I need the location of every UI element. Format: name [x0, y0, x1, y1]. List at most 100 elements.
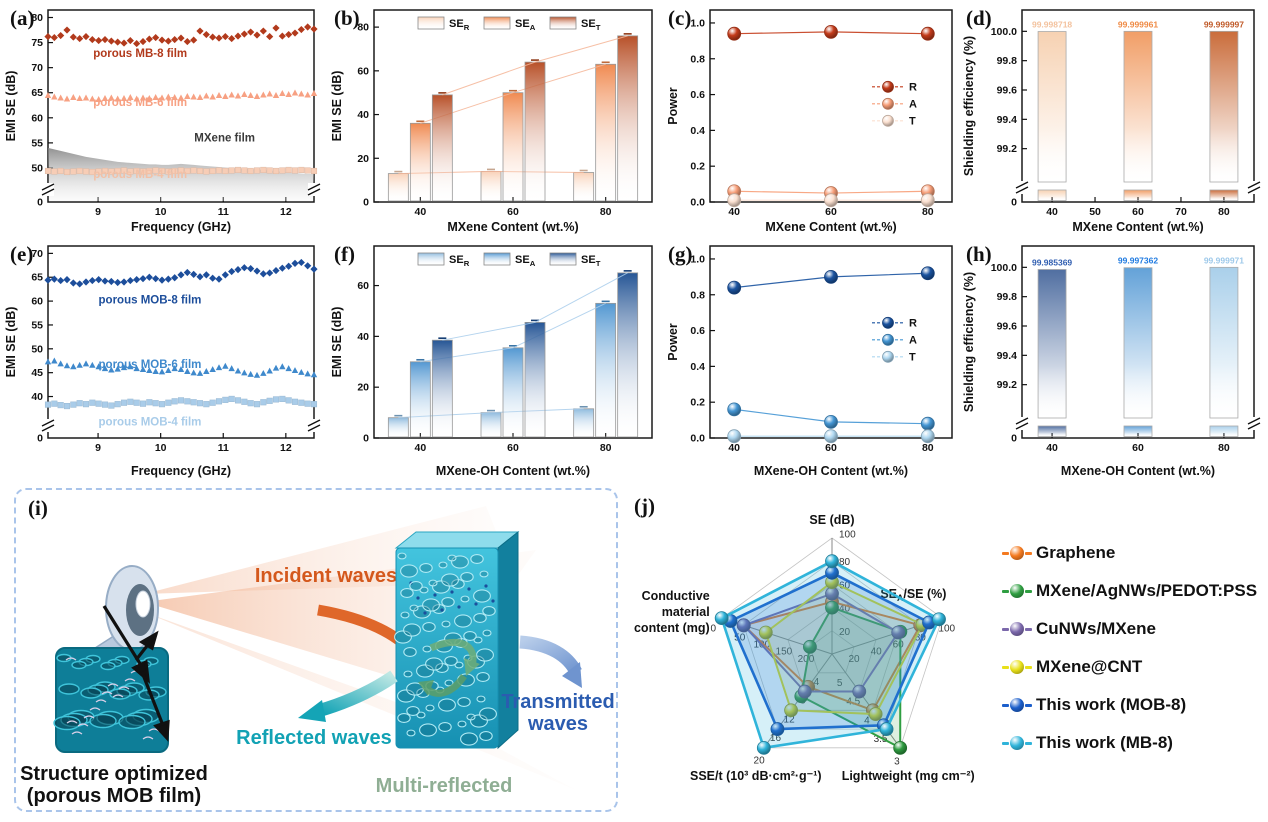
svg-text:99.999997: 99.999997: [1204, 19, 1244, 29]
svg-text:60: 60: [1132, 442, 1144, 454]
legend-label: MXene/AgNWs/PEDOT:PSS: [1036, 581, 1258, 600]
svg-text:9: 9: [95, 442, 101, 454]
svg-text:Conductive: Conductive: [642, 589, 710, 603]
svg-text:100: 100: [938, 624, 955, 635]
power-series-A: [727, 402, 935, 431]
svg-text:0.8: 0.8: [690, 53, 705, 65]
transmitted-waves-label-1: Transmitted: [501, 691, 614, 713]
svg-text:11: 11: [218, 206, 229, 218]
emi-se-frequency-chart-mb: Frequency (GHz) EMI SE (dB) 50 55 60 65 70 75 80…: [4, 9, 321, 234]
panel-label-b: (b): [334, 6, 360, 30]
svg-text:99.2: 99.2: [997, 143, 1018, 155]
svg-text:40: 40: [871, 647, 883, 658]
svg-text:porous MOB-6 film: porous MOB-6 film: [99, 359, 202, 371]
svg-text:MXene Content (wt.%): MXene Content (wt.%): [765, 220, 896, 234]
legend-item-5: This work (MB-8): [1002, 724, 1257, 762]
svg-text:0: 0: [363, 433, 369, 445]
svg-text:60: 60: [825, 206, 837, 218]
svg-text:R: R: [909, 81, 917, 93]
svg-text:A: A: [909, 334, 917, 346]
svg-text:40: 40: [839, 604, 851, 615]
panel-label-e: (e): [10, 242, 34, 266]
svg-text:0: 0: [710, 624, 716, 635]
inset-caption-1: Structure optimized: [20, 763, 208, 785]
svg-text:SET: SET: [581, 18, 601, 32]
svg-text:80: 80: [1218, 206, 1230, 218]
svg-text:Power: Power: [666, 87, 680, 125]
svg-text:99.6: 99.6: [997, 85, 1018, 97]
svg-text:0: 0: [1011, 433, 1017, 445]
svg-text:65: 65: [31, 87, 43, 99]
svg-text:4.5: 4.5: [846, 697, 860, 708]
svg-text:0.2: 0.2: [690, 161, 705, 173]
svg-text:40: 40: [414, 442, 426, 454]
legend-marker-icon: [1010, 584, 1024, 598]
svg-text:100.0: 100.0: [991, 262, 1017, 274]
transmitted-waves-label-2: waves: [527, 713, 588, 735]
emi-se-frequency-chart-mob: Frequency (GHz) EMI SE (dB) 40 45 50 55 60 65 70…: [4, 245, 321, 478]
series-porous-MB-8-film: [44, 23, 318, 48]
svg-text:99.6: 99.6: [997, 321, 1018, 333]
reflected-arrow: [298, 670, 398, 722]
svg-text:99.999971: 99.999971: [1204, 255, 1244, 265]
svg-text:80: 80: [922, 206, 934, 218]
svg-text:99.4: 99.4: [997, 114, 1018, 126]
svg-text:9: 9: [95, 206, 101, 218]
svg-text:4: 4: [814, 677, 820, 688]
svg-text:99.8: 99.8: [997, 55, 1018, 67]
bar-series-2: [431, 33, 639, 202]
svg-text:Frequency (GHz): Frequency (GHz): [131, 464, 231, 478]
legend-label: Graphene: [1036, 543, 1116, 562]
svg-text:0: 0: [363, 197, 369, 209]
svg-text:40: 40: [728, 206, 740, 218]
svg-text:EMI SE (dB): EMI SE (dB): [330, 307, 344, 378]
radar-series-MXene-CNT: [758, 575, 930, 721]
power-series-R: [727, 25, 935, 41]
svg-text:20: 20: [754, 756, 766, 767]
chart-panel-b: MXene Content (wt.%) EMI SE (dB) 0 20 40 60 80…: [328, 2, 662, 241]
svg-text:MXene film: MXene film: [194, 133, 255, 145]
svg-text:99.997362: 99.997362: [1118, 256, 1158, 266]
svg-text:0.6: 0.6: [690, 325, 705, 337]
svg-text:T: T: [909, 351, 916, 363]
legend-marker-icon: [1010, 660, 1024, 674]
svg-text:MXene Content (wt.%): MXene Content (wt.%): [447, 220, 578, 234]
svg-text:SER: SER: [449, 254, 470, 268]
legend-item-2: CuNWs/MXene: [1002, 610, 1257, 648]
power-series-T: [727, 193, 935, 208]
svg-text:0.0: 0.0: [690, 433, 705, 445]
svg-text:50: 50: [31, 343, 43, 355]
svg-text:80: 80: [839, 557, 851, 568]
svg-text:0.6: 0.6: [690, 89, 705, 101]
svg-text:SEA: SEA: [515, 18, 536, 32]
svg-text:40: 40: [728, 442, 740, 454]
svg-text:Power: Power: [666, 323, 680, 361]
svg-text:porous MOB-4 film: porous MOB-4 film: [99, 417, 202, 429]
svg-text:60: 60: [357, 65, 369, 77]
svg-text:A: A: [909, 98, 917, 110]
chart-panel-e: Frequency (GHz) EMI SE (dB) 40 45 50 55 60 65 70…: [2, 238, 324, 485]
svg-text:60: 60: [357, 280, 369, 292]
mechanism-diagram: Incident waves Reflected waves Transmitt…: [20, 506, 615, 807]
svg-text:40: 40: [357, 109, 369, 121]
svg-text:SSE/t (10³ dB·cm²·g⁻¹): SSE/t (10³ dB·cm²·g⁻¹): [690, 769, 822, 783]
panel-label-i: (i): [28, 496, 48, 520]
svg-text:0: 0: [1011, 197, 1017, 209]
panel-label-d: (d): [966, 6, 992, 30]
svg-text:45: 45: [31, 367, 43, 379]
panel-label-g: (g): [668, 242, 693, 266]
emi-se-bars-mxene: MXene Content (wt.%) EMI SE (dB) 0 20 40 60 80…: [330, 9, 653, 234]
porous-film-block: [394, 530, 520, 750]
power-chart-mxene: MXene Content (wt.%) Power 0.0 0.2 0.4 0.6 0.8…: [666, 9, 953, 234]
power-chart-mxene-oh: MXene-OH Content (wt.%) Power 0.0 0.2 0.4 0.6…: [666, 245, 953, 478]
svg-text:20: 20: [357, 382, 369, 394]
svg-text:40: 40: [1046, 442, 1058, 454]
chart-panel-f: MXene-OH Content (wt.%) EMI SE (dB) 0 20 40 6…: [328, 238, 662, 485]
svg-text:70: 70: [1175, 206, 1187, 218]
radar-series-CuNWs-MXene: [736, 586, 906, 699]
bar-series-0: [387, 405, 595, 438]
incident-waves-label: Incident waves: [255, 565, 397, 587]
svg-text:60: 60: [507, 442, 519, 454]
legend-item-1: MXene/AgNWs/PEDOT:PSS: [1002, 572, 1257, 610]
